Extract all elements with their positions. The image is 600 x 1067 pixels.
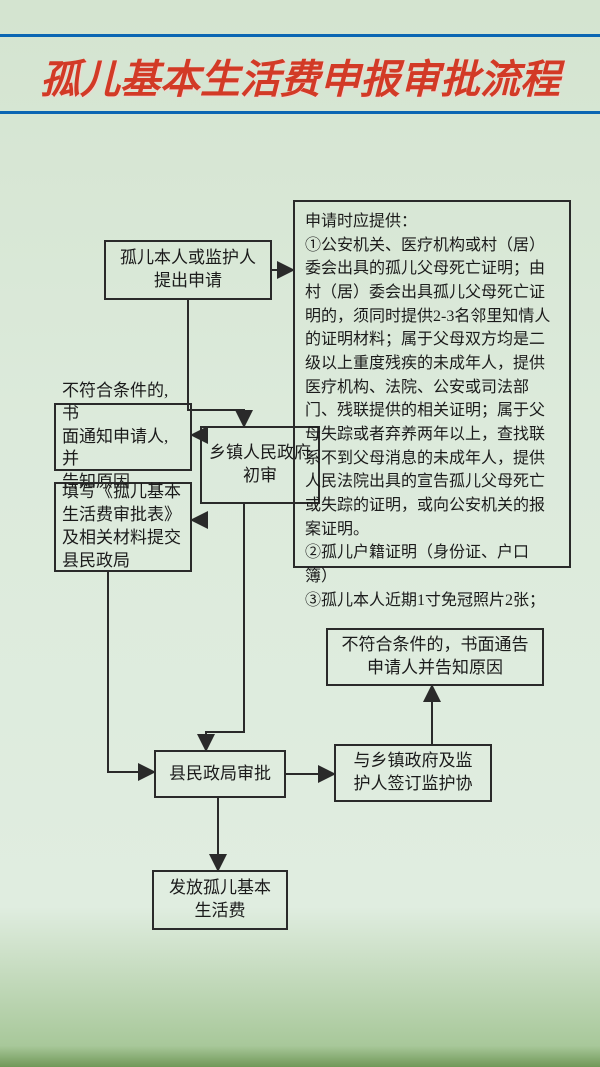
node-issue-payment: 发放孤儿基本生活费 [152,870,288,930]
node-form-label: 填写《孤儿基本生活费审批表》及相关材料提交县民政局 [62,481,181,573]
edge-apply-town [188,300,244,426]
poster-page: 孤儿基本生活费申报审批流程 孤儿本人或监护人提出申请 不符合条件的,书面通知申请… [0,0,600,1067]
node-apply-label: 孤儿本人或监护人提出申请 [120,247,256,293]
node-requirements: 申请时应提供：①公安机关、医疗机构或村（居）委会出具的孤儿父母死亡证明；由村（居… [293,200,571,568]
node-reject-county: 不符合条件的，书面通告申请人并告知原因 [326,628,544,686]
node-apply: 孤儿本人或监护人提出申请 [104,240,272,300]
node-reject1-label: 不符合条件的,书面通知申请人,并告知原因 [62,380,184,495]
edge-form-county [108,572,154,772]
node-reqs-text: 申请时应提供：①公安机关、医疗机构或村（居）委会出具的孤儿父母死亡证明；由村（居… [305,213,550,609]
edge-town-county [206,504,244,750]
node-fill-form: 填写《孤儿基本生活费审批表》及相关材料提交县民政局 [54,482,192,572]
node-sign-agreement: 与乡镇政府及监护人签订监护协 [334,744,492,802]
node-sign-label: 与乡镇政府及监护人签订监护协 [354,750,473,796]
node-county-label: 县民政局审批 [169,763,271,786]
node-county-approve: 县民政局审批 [154,750,286,798]
title-banner: 孤儿基本生活费申报审批流程 [0,34,600,114]
page-title: 孤儿基本生活费申报审批流程 [0,47,600,105]
node-reject2-label: 不符合条件的，书面通告申请人并告知原因 [342,634,529,680]
node-reject-initial: 不符合条件的,书面通知申请人,并告知原因 [54,403,192,471]
node-pay-label: 发放孤儿基本生活费 [169,877,271,923]
